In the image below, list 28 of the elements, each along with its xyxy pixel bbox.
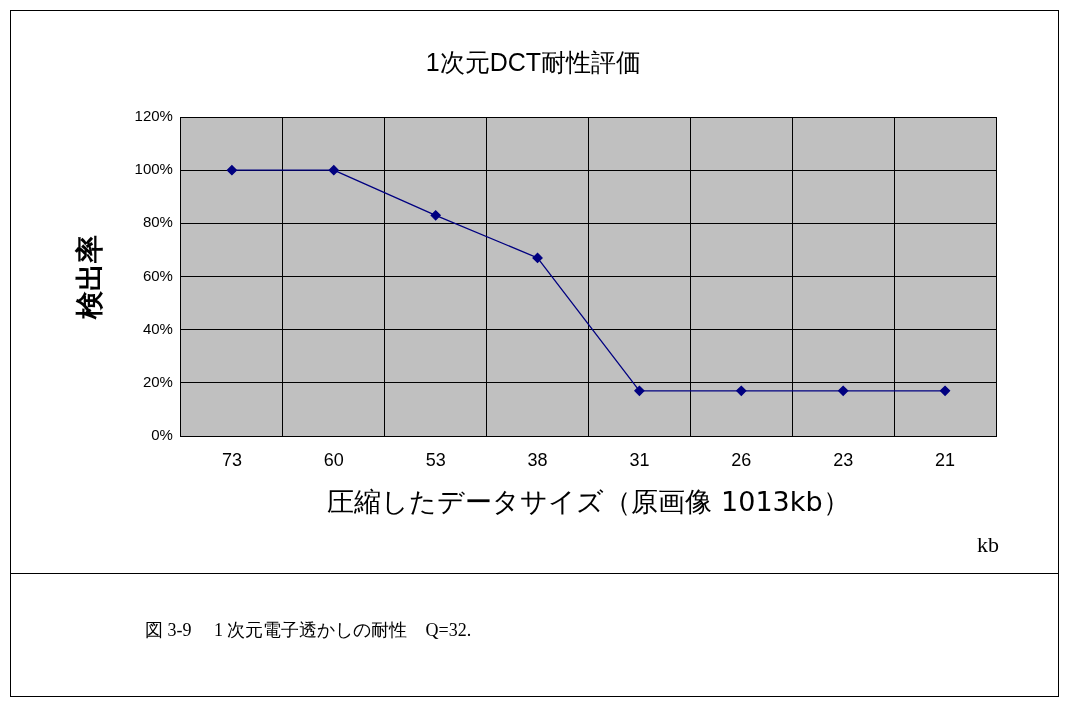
y-tick-label: 120%: [134, 107, 173, 125]
chart-title: 1次元DCT耐性評価: [425, 47, 642, 76]
y-tick-label: 60%: [142, 266, 173, 284]
point: [226, 165, 238, 176]
y-tick-label: 20%: [142, 372, 173, 390]
text: kb: [977, 531, 999, 557]
x-tick-label: 73: [221, 449, 242, 470]
x-axis-title: 圧縮したデータサイズ（原画像 1013kb）: [327, 485, 850, 517]
point: [838, 385, 849, 396]
point: [532, 252, 543, 264]
x-tick-label: 53: [425, 449, 446, 470]
x-tick-label: 31: [629, 449, 650, 470]
point: [939, 385, 951, 396]
caption: 図 3-9 1 次元電子透かしの耐性 Q=32.: [145, 619, 472, 642]
x-tick-label: 60: [323, 449, 344, 470]
point: [634, 385, 645, 396]
point: [736, 385, 747, 396]
x-tick-label: 38: [527, 449, 548, 470]
y-tick-label: 80%: [142, 213, 173, 231]
x-tick-label: 21: [935, 449, 956, 470]
point: [430, 210, 441, 221]
y-axis-title: 検出率: [73, 234, 107, 320]
x-tick-label: 23: [833, 449, 854, 470]
point: [328, 165, 339, 176]
y-tick-label: 100%: [134, 160, 173, 178]
y-tick-label: 0%: [151, 426, 173, 444]
y-tick-label: 40%: [142, 319, 173, 337]
x-tick-label: 26: [731, 449, 752, 470]
